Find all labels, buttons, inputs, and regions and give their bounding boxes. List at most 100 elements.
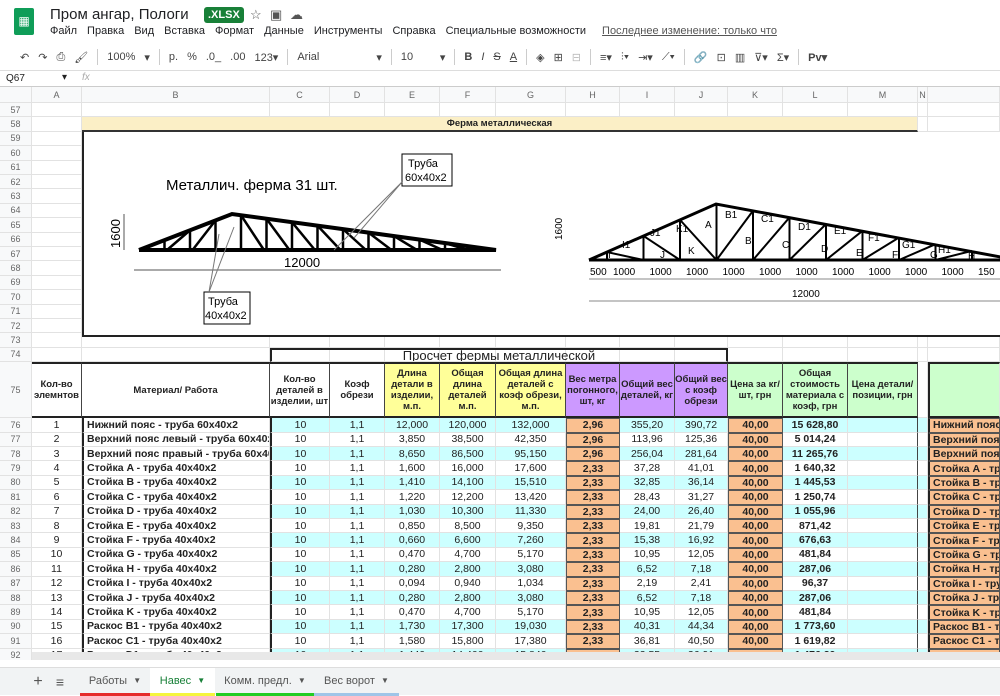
row-header[interactable]: 59	[0, 131, 32, 147]
column-header[interactable]: F	[440, 87, 496, 103]
table-cell[interactable]: 17,380	[496, 634, 566, 649]
menu-item[interactable]: Справка	[392, 25, 436, 37]
table-cell[interactable]: Верхний пояс п	[928, 447, 1000, 462]
fill-color-icon[interactable]: ◈	[536, 51, 545, 64]
table-cell[interactable]: 10	[270, 490, 330, 505]
row-header[interactable]: 65	[0, 218, 32, 233]
empty-cell[interactable]	[330, 333, 385, 348]
table-cell[interactable]: 17,300	[440, 619, 496, 635]
percent-button[interactable]: %	[187, 51, 197, 63]
zoom-select[interactable]: 100%	[107, 51, 136, 63]
number-format-button[interactable]: 123▾	[254, 51, 279, 64]
table-cell[interactable]	[848, 591, 918, 606]
formula-input[interactable]	[100, 73, 990, 85]
table-cell[interactable]	[848, 432, 918, 447]
star-icon[interactable]: ☆	[250, 7, 262, 22]
table-cell[interactable]: Стойка G - труб	[928, 547, 1000, 563]
chart-icon[interactable]: ▥	[734, 51, 746, 64]
table-cell[interactable]: 15,38	[620, 533, 675, 548]
table-cell[interactable]: 40,00	[728, 605, 783, 620]
cloud-status-icon[interactable]: ☁	[290, 7, 303, 22]
table-cell[interactable]: Стойка B - труба 40х40х2	[82, 475, 270, 491]
table-cell[interactable]: 1,1	[330, 418, 385, 433]
table-cell[interactable]: 12,000	[385, 418, 440, 433]
table-cell[interactable]: 13,420	[496, 490, 566, 505]
empty-cell[interactable]	[728, 103, 783, 118]
table-cell[interactable]: 1,580	[385, 634, 440, 649]
table-cell[interactable]: 1,220	[385, 490, 440, 505]
table-cell[interactable]: Стойка K - труба 40х40х2	[82, 605, 270, 620]
row-header[interactable]: 64	[0, 203, 32, 219]
table-cell[interactable]: 40,00	[728, 576, 783, 591]
rotate-icon[interactable]: ⟋▾	[661, 50, 675, 63]
empty-cell[interactable]	[32, 319, 82, 334]
empty-cell[interactable]	[32, 232, 82, 247]
table-cell[interactable]: 9	[32, 533, 82, 548]
print-icon[interactable]: ⎙	[56, 50, 66, 63]
table-cell[interactable]: 9,350	[496, 519, 566, 534]
empty-cell[interactable]	[918, 504, 928, 519]
table-cell[interactable]: Стойка B - труб	[928, 475, 1000, 491]
table-cell[interactable]: Стойка E - труб	[928, 519, 1000, 534]
table-cell[interactable]: 10	[270, 461, 330, 476]
empty-cell[interactable]	[32, 218, 82, 233]
table-cell[interactable]: 4,700	[440, 605, 496, 620]
empty-cell[interactable]	[848, 103, 918, 118]
table-cell[interactable]: 1 055,96	[783, 504, 848, 519]
menu-item[interactable]: Инструменты	[313, 25, 383, 37]
table-cell[interactable]: 355,20	[620, 418, 675, 433]
table-cell[interactable]: 12,200	[440, 490, 496, 505]
column-header[interactable]	[928, 87, 1000, 103]
table-cell[interactable]: 7,260	[496, 533, 566, 548]
table-cell[interactable]	[848, 418, 918, 433]
column-header[interactable]: L	[783, 87, 848, 103]
table-title[interactable]: Просчет фермы металлической	[270, 347, 728, 363]
row-header[interactable]: 80	[0, 475, 32, 491]
table-cell[interactable]: 5,170	[496, 605, 566, 620]
empty-cell[interactable]	[918, 605, 928, 620]
font-size-select[interactable]: 10	[400, 51, 414, 63]
empty-cell[interactable]	[918, 591, 928, 606]
table-cell[interactable]: 10,95	[620, 605, 675, 620]
table-cell[interactable]: 1,1	[330, 547, 385, 563]
row-header[interactable]: 92	[0, 648, 32, 660]
table-cell[interactable]: 38,500	[440, 432, 496, 447]
table-cell[interactable]: 40,00	[728, 591, 783, 606]
table-cell[interactable]: 10	[270, 591, 330, 606]
table-cell[interactable]: 2,33	[566, 591, 620, 606]
spreadsheet-grid[interactable]: A B C D E F G H I J K L M N 57 58 59 60 61 62 63 64 65 66 67 68 69…	[0, 87, 1000, 660]
column-header[interactable]: B	[82, 87, 270, 103]
table-cell[interactable]: 40,31	[620, 619, 675, 635]
table-cell[interactable]: 1,1	[330, 634, 385, 649]
table-cell[interactable]: Верхний пояс правый - труба 60х40х2	[82, 447, 270, 462]
table-cell[interactable]: Стойка J - труба 40х40х2	[82, 591, 270, 606]
document-title[interactable]: Пром ангар, Пологи	[50, 6, 189, 23]
row-header[interactable]: 66	[0, 232, 32, 247]
menu-item[interactable]: Специальные возможности	[445, 25, 587, 37]
table-cell[interactable]: Раскос C1 - тру	[928, 634, 1000, 649]
table-cell[interactable]: 95,150	[496, 447, 566, 462]
table-cell[interactable]: 0,094	[385, 576, 440, 591]
table-cell[interactable]: 28,43	[620, 490, 675, 505]
align-icon[interactable]: ≡▾	[600, 51, 612, 64]
table-cell[interactable]: 120,000	[440, 418, 496, 433]
empty-cell[interactable]	[32, 261, 82, 276]
table-cell[interactable]: Стойка A - труб	[928, 461, 1000, 476]
table-cell[interactable]: 3,850	[385, 432, 440, 447]
table-cell[interactable]: 40,00	[728, 562, 783, 577]
table-cell[interactable]: 1 773,60	[783, 619, 848, 635]
table-cell[interactable]: 44,34	[675, 619, 728, 635]
empty-cell[interactable]	[918, 475, 928, 491]
table-cell[interactable]: 12	[32, 576, 82, 591]
table-cell[interactable]: 40,00	[728, 418, 783, 433]
menu-item[interactable]: Данные	[264, 25, 304, 37]
table-cell[interactable]: 16	[32, 634, 82, 649]
table-cell[interactable]: 37,28	[620, 461, 675, 476]
table-cell[interactable]: 10,95	[620, 547, 675, 563]
table-cell[interactable]: 7	[32, 504, 82, 519]
table-cell[interactable]: 2,800	[440, 562, 496, 577]
table-cell[interactable]: 113,96	[620, 432, 675, 447]
merge-icon[interactable]: ⊟	[571, 51, 581, 64]
row-header[interactable]: 74	[0, 347, 32, 363]
table-cell[interactable]: 10	[270, 504, 330, 519]
